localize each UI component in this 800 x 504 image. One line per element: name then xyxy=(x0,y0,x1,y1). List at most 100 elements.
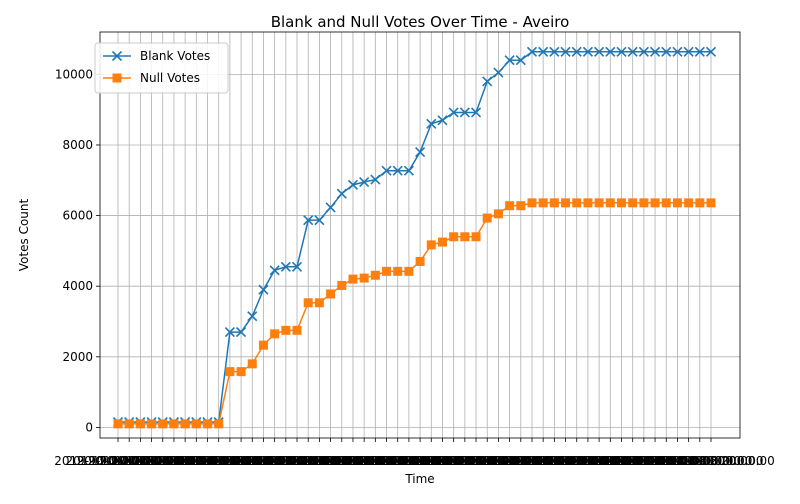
x-tick-label: 2019-10-06 20:00:00 xyxy=(401,454,528,468)
x-tick-label: 2019-10-06 20:00:00 xyxy=(77,454,204,468)
x-tick-label: 2019-10-06 20:00:00 xyxy=(547,454,674,468)
null-votes-point xyxy=(505,201,515,211)
x-tick-label: 2019-10-06 20:00:00 xyxy=(110,454,237,468)
x-tick-label: 2019-10-06 20:00:00 xyxy=(278,454,405,468)
marker-stroke xyxy=(627,46,638,57)
x-tick-label: 2019-10-06 20:00:00 xyxy=(591,454,718,468)
x-tick-label: 2019-10-06 20:00:00 xyxy=(580,454,707,468)
null-votes-point xyxy=(169,419,179,429)
marker-stroke xyxy=(661,46,672,57)
series-layer xyxy=(112,46,717,429)
legend-label-null: Null Votes xyxy=(140,71,200,85)
null-votes-point xyxy=(292,325,302,335)
null-votes-point xyxy=(225,367,235,377)
null-votes-point xyxy=(180,419,190,429)
x-tick-label: 2019-10-06 20:00:00 xyxy=(155,454,282,468)
marker-stroke xyxy=(336,188,347,199)
null-votes-point xyxy=(460,232,470,242)
blank-votes-point xyxy=(381,165,392,176)
marker-stroke xyxy=(258,284,269,295)
null-votes-point xyxy=(415,256,425,266)
null-votes-point xyxy=(303,298,313,308)
null-votes-point xyxy=(393,266,403,276)
marker-stroke xyxy=(493,67,504,78)
blank-votes-point xyxy=(224,327,235,338)
x-tick-label: 2019-10-06 20:00:00 xyxy=(558,454,685,468)
blank-votes-point xyxy=(370,174,381,185)
null-votes-point xyxy=(684,198,694,208)
null-votes-point xyxy=(359,273,369,283)
y-tick-label: 2000 xyxy=(62,350,93,364)
blank-votes-point xyxy=(426,118,437,129)
x-tick-label: 2019-10-06 20:00:00 xyxy=(289,454,416,468)
marker-stroke xyxy=(370,174,381,185)
x-tick-label: 2019-10-06 20:00:00 xyxy=(312,454,439,468)
marker-stroke xyxy=(392,165,403,176)
x-tick-label: 2019-10-06 20:00:00 xyxy=(323,454,450,468)
null-votes-point xyxy=(516,201,526,211)
blank-votes-point xyxy=(649,46,661,57)
x-tick-label: 2019-10-06 20:00:00 xyxy=(647,454,774,468)
x-tick-label: 2019-10-06 20:00:00 xyxy=(390,454,517,468)
null-votes-point xyxy=(449,232,459,242)
y-tick-label: 4000 xyxy=(62,279,93,293)
x-tick-label: 2019-10-06 20:00:00 xyxy=(524,454,651,468)
marker-stroke xyxy=(549,46,560,57)
null-votes-point xyxy=(616,198,626,208)
x-tick-label: 2019-10-06 20:00:00 xyxy=(368,454,495,468)
null-votes-point xyxy=(214,419,224,429)
marker-stroke xyxy=(347,179,359,190)
y-axis-label: Votes Count xyxy=(17,199,31,272)
null-votes-point xyxy=(258,340,268,350)
null-votes-point xyxy=(270,329,280,339)
marker-stroke xyxy=(381,165,392,176)
marker-stroke xyxy=(426,118,437,129)
marker-stroke xyxy=(359,176,370,188)
x-tick-label: 2019-10-06 20:00:00 xyxy=(166,454,293,468)
y-tick-label: 8000 xyxy=(62,138,93,152)
legend-label-blank: Blank Votes xyxy=(140,49,210,63)
marker-stroke xyxy=(280,261,291,272)
marker-stroke xyxy=(482,76,493,87)
x-tick-label: 2019-10-06 20:00:00 xyxy=(535,454,662,468)
x-tick-label: 2019-10-06 20:00:00 xyxy=(412,454,539,468)
marker-stroke xyxy=(470,107,482,118)
blank-votes-point xyxy=(303,215,314,226)
null-votes-point xyxy=(314,298,324,308)
blank-votes-point xyxy=(258,284,269,295)
x-tick-label: 2019-10-06 20:00:00 xyxy=(334,454,461,468)
marker-stroke xyxy=(291,261,303,272)
x-tick-label: 2019-10-06 20:00:00 xyxy=(457,454,584,468)
x-tick-label: 2019-10-06 20:00:00 xyxy=(636,454,763,468)
blank-votes-point xyxy=(515,55,526,66)
marker-stroke xyxy=(605,46,616,57)
blank-votes-point xyxy=(504,55,515,66)
x-tick-label: 2019-10-06 20:00:00 xyxy=(211,454,338,468)
blank-votes-point xyxy=(314,215,325,226)
null-votes-point xyxy=(706,198,716,208)
blank-votes-point xyxy=(661,46,672,57)
blank-votes-point xyxy=(437,115,448,126)
blank-votes-point xyxy=(269,265,280,276)
blank-votes-point xyxy=(594,46,605,57)
null-votes-point xyxy=(135,419,145,429)
null-votes-point xyxy=(404,266,414,276)
x-tick-label: 2019-10-06 20:00:00 xyxy=(189,454,316,468)
null-votes-point xyxy=(594,198,604,208)
null-votes-point xyxy=(572,198,582,208)
marker-stroke xyxy=(415,146,426,158)
x-tick-label: 2019-10-06 20:00:00 xyxy=(614,454,741,468)
null-votes-point xyxy=(549,198,559,208)
null-votes-point xyxy=(124,419,134,429)
y-tick-label: 6000 xyxy=(62,209,93,223)
legend: Blank Votes Null Votes xyxy=(94,42,229,94)
blank-votes-point xyxy=(448,107,459,118)
null-votes-point xyxy=(695,198,705,208)
null-votes-point xyxy=(493,209,503,219)
marker-stroke xyxy=(560,46,571,57)
blank-votes-point xyxy=(582,46,593,57)
marker-stroke xyxy=(314,215,325,226)
blank-votes-legend-marker xyxy=(111,50,123,62)
x-tick-label: 2019-10-06 20:00:00 xyxy=(435,454,562,468)
x-tick-label: 2019-10-06 20:00:00 xyxy=(256,454,383,468)
